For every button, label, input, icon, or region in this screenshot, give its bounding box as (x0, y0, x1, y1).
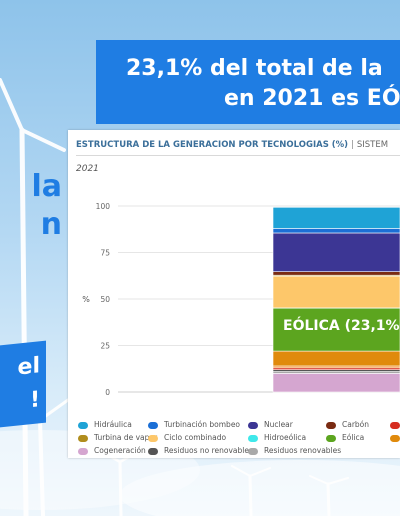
side-text-line-1: la (31, 169, 62, 204)
legend-swatch (78, 447, 88, 455)
legend-label: Ciclo combinado (164, 433, 227, 442)
legend-item[interactable]: Eólica (326, 432, 364, 444)
legend-swatch (248, 434, 258, 442)
legend-item[interactable]: Nuclear (248, 419, 293, 431)
legend-label: Hidráulica (94, 420, 132, 429)
chart-title-separator: | (351, 140, 354, 150)
chart-card: ESTRUCTURA DE LA GENERACIÓN POR TECNOLOG… (68, 130, 400, 458)
legend-item[interactable] (390, 432, 400, 444)
bar-segment-hidr-ulica[interactable] (272, 207, 400, 229)
y-axis-label: % (82, 295, 90, 304)
legend-label: Turbina de vapor (94, 433, 158, 442)
headline-line-2: en 2021 es EÓ (224, 86, 400, 111)
legend-item[interactable]: Cogeneración (78, 445, 146, 457)
legend-item[interactable]: F (390, 419, 400, 431)
bar-segment-e-lica[interactable] (272, 307, 400, 352)
chart-title: ESTRUCTURA DE LA GENERACIÓN POR TECNOLOG… (76, 140, 400, 150)
legend-swatch (78, 421, 88, 429)
headline-line-1: 23,1% del total de la (126, 56, 383, 81)
legend-item[interactable]: Ciclo combinado (148, 432, 226, 444)
legend-swatch (148, 434, 158, 442)
bar-segment-ciclo-combinado[interactable] (272, 275, 400, 309)
legend-label: Nuclear (264, 420, 293, 429)
legend-label: Eólica (342, 433, 365, 442)
bar-segment-nuclear[interactable] (272, 232, 400, 272)
stacked-bar-chart: 0 25 50 75 100 % (82, 202, 400, 397)
y-tick-label: 75 (100, 249, 110, 258)
bar-segment-cogeneraci-n[interactable] (272, 373, 400, 393)
chart-title-text: ESTRUCTURA DE LA GENERACIÓN POR TECNOLOG… (76, 140, 349, 150)
legend-item[interactable]: Hidroeólica (248, 432, 306, 444)
legend-item[interactable]: Residuos renovables (248, 445, 341, 457)
legend-label: Cogeneración (94, 446, 146, 455)
legend-item[interactable]: Residuos no renovables (148, 445, 253, 457)
legend-swatch (148, 447, 158, 455)
bar-segment-solar-fotovoltaica[interactable] (272, 350, 400, 367)
y-tick-label: 100 (96, 202, 111, 211)
legend-swatch (326, 421, 336, 429)
legend-swatch (326, 434, 336, 442)
legend-swatch (78, 434, 88, 442)
y-tick-label: 25 (100, 342, 110, 351)
legend-label: Turbinación bombeo (164, 420, 241, 429)
headline-banner: 23,1% del total de la en 2021 es EÓ (96, 40, 400, 124)
eolica-annotation: EÓLICA (23,1% (283, 318, 400, 334)
legend-item[interactable]: Turbina de vapor (78, 432, 157, 444)
chart-subtitle: SISTEM (356, 140, 389, 150)
legend-swatch (148, 421, 158, 429)
bar-segment-carb-n[interactable] (272, 271, 400, 276)
callout-banner: el ! (0, 340, 46, 428)
side-text: la n (0, 168, 62, 248)
legend-swatch (248, 447, 258, 455)
legend-label: Carbón (342, 420, 370, 429)
legend-item[interactable]: Turbinación bombeo (148, 419, 240, 431)
legend-item[interactable]: Hidráulica (78, 419, 132, 431)
y-tick-label: 50 (100, 295, 110, 304)
legend-label: Residuos renovables (264, 446, 342, 455)
period-label: 2021 (76, 164, 99, 174)
legend-label: Residuos no renovables (164, 446, 253, 455)
callout-line-1: el (17, 353, 40, 381)
side-text-line-2: n (40, 207, 62, 242)
legend-swatch (248, 421, 258, 429)
title-divider (76, 155, 400, 156)
legend-swatch (390, 421, 400, 429)
callout-line-2: ! (29, 387, 40, 414)
legend-item[interactable]: Carbón (326, 419, 369, 431)
legend-swatch (390, 434, 400, 442)
legend-label: Hidroeólica (264, 433, 307, 442)
bar-segment-turbinaci-n-bombeo[interactable] (272, 228, 400, 234)
y-tick-label: 0 (105, 388, 110, 397)
